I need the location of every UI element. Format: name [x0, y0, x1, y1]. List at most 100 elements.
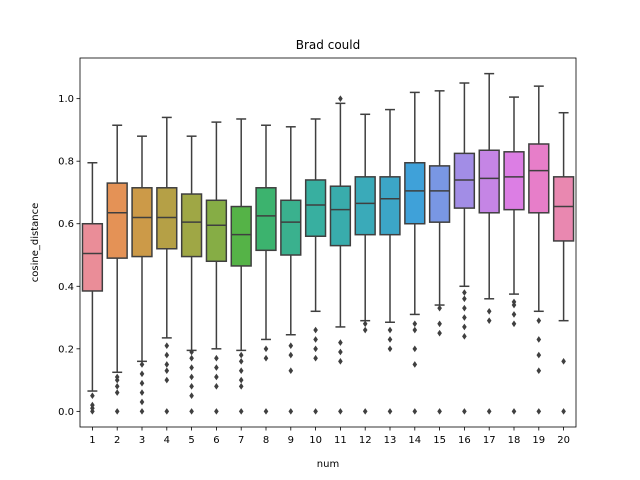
outlier-point — [437, 304, 442, 312]
outlier-point — [313, 345, 318, 353]
box — [428, 165, 451, 223]
x-tick-label: 11 — [334, 435, 347, 446]
outlier-point — [536, 317, 542, 324]
outlier-point — [139, 379, 145, 387]
outlier-point — [412, 361, 418, 368]
x-tick-label: 3 — [139, 435, 145, 446]
x-tick-label: 12 — [359, 435, 372, 446]
outlier-point — [486, 317, 492, 324]
box-group-8 — [255, 124, 277, 415]
box — [106, 182, 128, 259]
outlier-point — [164, 408, 170, 415]
outlier-point — [362, 408, 368, 415]
outlier-point — [313, 326, 318, 334]
box-group-10 — [304, 118, 327, 415]
outlier-point — [511, 320, 517, 328]
x-tick-label: 9 — [288, 435, 294, 446]
x-tick-label: 18 — [508, 435, 521, 446]
outlier-point — [189, 354, 194, 362]
outlier-point — [139, 389, 145, 396]
outlier-point — [338, 408, 343, 415]
outlier-point — [338, 348, 343, 356]
outlier-point — [90, 392, 95, 400]
box — [503, 151, 525, 211]
box — [255, 187, 277, 252]
box-group-19 — [528, 85, 550, 415]
outlier-point — [263, 408, 269, 415]
outlier-point — [338, 339, 343, 346]
box — [478, 149, 500, 214]
outlier-point — [214, 364, 219, 371]
box-group-7 — [230, 118, 252, 415]
outlier-point — [561, 358, 566, 365]
x-tick-label: 1 — [89, 435, 95, 446]
box-group-20 — [552, 111, 575, 415]
x-tick-label: 2 — [114, 435, 120, 446]
outlier-point — [189, 348, 194, 356]
box-group-14 — [404, 91, 426, 415]
outlier-point — [437, 320, 442, 328]
box-group-15 — [428, 90, 451, 415]
outlier-point — [536, 367, 542, 375]
outlier-point — [214, 408, 219, 415]
outlier-point — [238, 383, 244, 390]
outlier-point — [462, 333, 467, 340]
outlier-point — [462, 295, 467, 303]
x-tick-label: 14 — [408, 435, 421, 446]
x-tick-label: 6 — [213, 435, 219, 446]
outlier-point — [164, 342, 170, 349]
outlier-point — [536, 336, 542, 343]
x-tick-label: 13 — [384, 435, 397, 446]
outlier-point — [164, 376, 170, 384]
outlier-point — [238, 408, 244, 415]
outlier-point — [139, 398, 145, 406]
axes: 1 2 3 4 5 6 7 8 9 10 11 12 13 14 15 16 17 18 19 200.00.20.4… — [58, 94, 570, 446]
outlier-point — [189, 383, 194, 390]
outlier-point — [511, 298, 517, 306]
outlier-point — [263, 354, 269, 362]
outlier-point — [313, 408, 318, 415]
x-tick-label: 17 — [483, 435, 496, 446]
chart-title: Brad could — [296, 38, 360, 52]
outlier-point — [214, 383, 219, 390]
outlier-point — [90, 401, 95, 409]
box-group-16 — [453, 82, 476, 415]
outlier-point — [139, 361, 145, 368]
y-tick-label: 0.6 — [58, 219, 74, 230]
outlier-point — [437, 408, 442, 415]
x-tick-label: 10 — [309, 435, 322, 446]
plot-area — [81, 72, 575, 415]
box-group-13 — [379, 108, 401, 415]
outlier-point — [189, 408, 194, 415]
box-group-2 — [106, 124, 128, 415]
outlier-point — [462, 314, 467, 321]
box — [379, 176, 401, 236]
box — [404, 162, 426, 225]
x-tick-label: 15 — [433, 435, 446, 446]
outlier-point — [214, 354, 219, 362]
x-tick-label: 19 — [532, 435, 545, 446]
outlier-point — [214, 373, 219, 381]
outlier-point — [189, 373, 194, 381]
axes-frame — [79, 57, 577, 428]
box-group-5 — [180, 135, 203, 415]
box — [329, 185, 352, 247]
outlier-point — [139, 408, 145, 415]
outlier-point — [536, 408, 542, 415]
box — [453, 152, 476, 209]
outlier-point — [536, 351, 542, 359]
outlier-point — [164, 361, 170, 368]
box — [131, 187, 153, 258]
outlier-point — [288, 367, 294, 375]
outlier-point — [313, 354, 318, 362]
box — [552, 176, 575, 242]
y-tick-label: 0.2 — [58, 344, 74, 355]
x-tick-label: 8 — [263, 435, 269, 446]
y-axis-label: cosine_distance — [30, 203, 41, 282]
outlier-point — [338, 95, 343, 102]
outlier-point — [486, 408, 492, 415]
outlier-point — [114, 408, 120, 415]
outlier-point — [412, 320, 418, 328]
outlier-point — [462, 304, 467, 312]
outlier-point — [412, 326, 418, 334]
